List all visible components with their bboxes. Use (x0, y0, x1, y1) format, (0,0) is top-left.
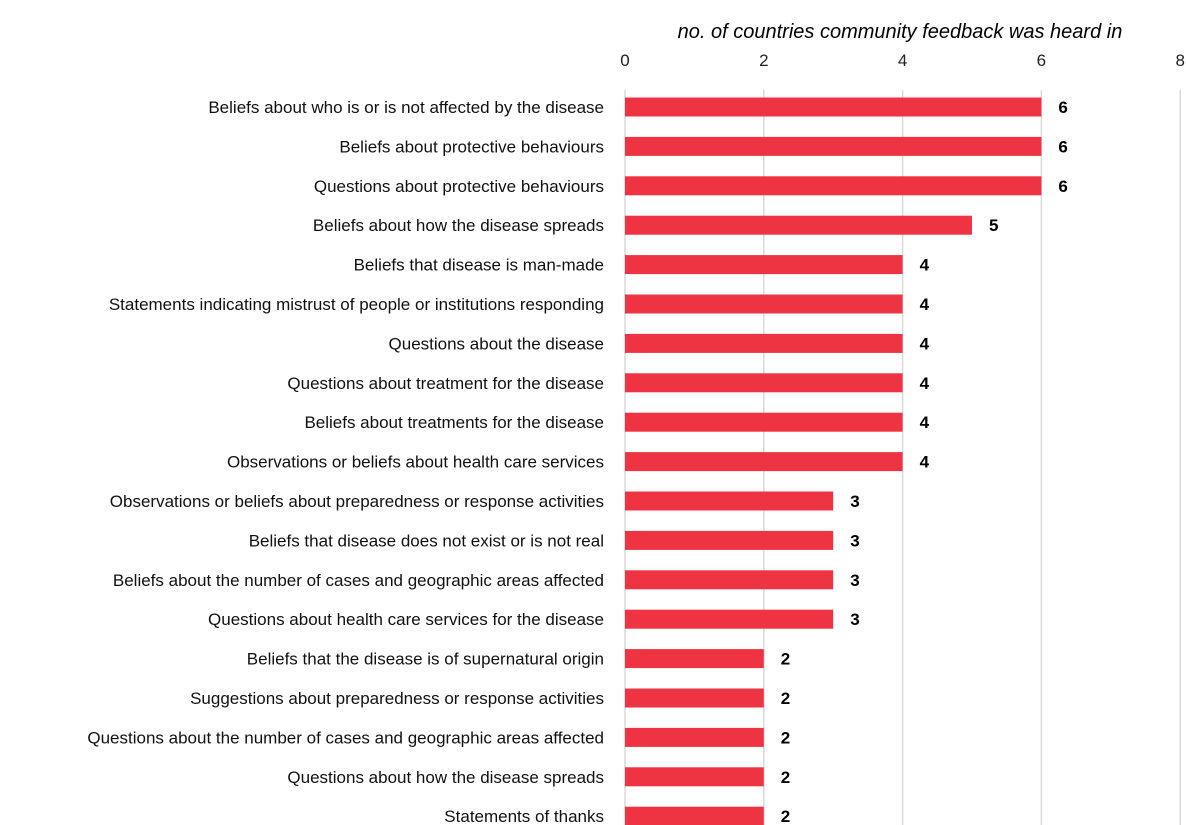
data-label: 2 (781, 689, 790, 708)
category-label: Beliefs about protective behaviours (339, 137, 604, 156)
category-label: Questions about protective behaviours (314, 177, 604, 196)
bar (625, 688, 764, 708)
bar (625, 570, 834, 590)
bar (625, 806, 764, 825)
data-label: 2 (781, 768, 790, 787)
bar (625, 609, 834, 629)
data-label: 6 (1058, 177, 1067, 196)
data-label: 2 (781, 728, 790, 747)
category-label: Statements indicating mistrust of people… (109, 295, 604, 314)
bar (625, 255, 903, 275)
bar (625, 97, 1042, 117)
data-label: 4 (920, 334, 930, 353)
data-label: 3 (850, 531, 859, 550)
bar (625, 333, 903, 353)
category-label: Beliefs that the disease is of supernatu… (247, 650, 604, 669)
data-label: 4 (920, 295, 930, 314)
data-label: 4 (920, 453, 930, 472)
category-label: Beliefs about treatments for the disease (304, 413, 604, 432)
data-label: 4 (920, 413, 930, 432)
x-tick-label: 4 (898, 51, 907, 70)
bar (625, 649, 764, 669)
value-labels: 6 6 6 5 4 4 4 4 4 4 3 3 3 3 2 2 2 2 2 (781, 98, 1068, 825)
category-label: Questions about the number of cases and … (87, 728, 604, 747)
category-label: Suggestions about preparedness or respon… (190, 689, 604, 708)
category-label: Beliefs about the number of cases and ge… (113, 571, 604, 590)
category-label: Questions about treatment for the diseas… (287, 374, 604, 393)
x-axis-title: no. of countries community feedback was … (678, 21, 1123, 43)
data-label: 6 (1058, 137, 1067, 156)
x-tick-label: 8 (1175, 51, 1184, 70)
category-label: Questions about health care services for… (208, 610, 604, 629)
category-labels: Beliefs about who is or is not affected … (87, 98, 604, 825)
data-label: 2 (781, 650, 790, 669)
category-label: Statements of thanks (444, 807, 604, 825)
x-tick-label: 2 (759, 51, 768, 70)
bar (625, 491, 834, 511)
bar (625, 727, 764, 747)
bar (625, 176, 1042, 196)
data-label: 3 (850, 610, 859, 629)
bar (625, 452, 903, 472)
bar (625, 136, 1042, 156)
data-label: 4 (920, 374, 930, 393)
x-axis-ticks: 0 2 4 6 8 (620, 51, 1185, 70)
category-label: Beliefs that disease does not exist or i… (249, 531, 604, 550)
bars (625, 97, 1042, 825)
category-label: Beliefs about how the disease spreads (313, 216, 604, 235)
category-label: Beliefs that disease is man-made (354, 256, 604, 275)
data-label: 4 (920, 256, 930, 275)
bar (625, 412, 903, 432)
data-label: 6 (1058, 98, 1067, 117)
category-label: Questions about how the disease spreads (287, 768, 604, 787)
category-label: Questions about the disease (389, 334, 604, 353)
data-label: 2 (781, 807, 790, 825)
bar (625, 530, 834, 550)
category-label: Beliefs about who is or is not affected … (208, 98, 604, 117)
bar (625, 294, 903, 314)
data-label: 5 (989, 216, 998, 235)
bar (625, 215, 972, 235)
data-label: 3 (850, 492, 859, 511)
x-tick-label: 0 (620, 51, 629, 70)
x-tick-label: 6 (1037, 51, 1046, 70)
category-label: Observations or beliefs about preparedne… (110, 492, 604, 511)
bar (625, 373, 903, 393)
bar (625, 767, 764, 787)
category-label: Observations or beliefs about health car… (227, 453, 604, 472)
data-label: 3 (850, 571, 859, 590)
